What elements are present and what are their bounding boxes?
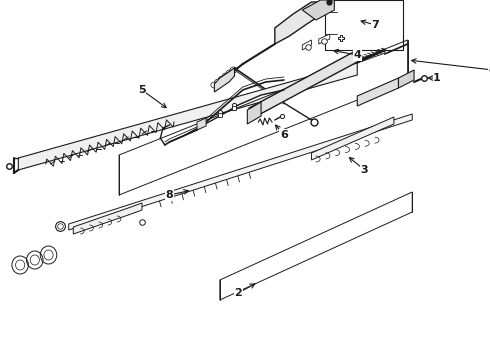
Bar <box>325 0 403 50</box>
Text: 5: 5 <box>138 85 146 95</box>
Text: 4: 4 <box>353 50 361 60</box>
Polygon shape <box>74 203 142 234</box>
Polygon shape <box>302 40 312 50</box>
Polygon shape <box>69 114 412 230</box>
Text: 3: 3 <box>361 165 368 175</box>
Text: 8: 8 <box>166 190 173 200</box>
Text: 6: 6 <box>280 130 288 140</box>
Polygon shape <box>398 70 414 88</box>
Polygon shape <box>357 78 398 106</box>
Text: 4: 4 <box>489 65 490 75</box>
Polygon shape <box>18 63 357 170</box>
Polygon shape <box>302 0 334 20</box>
Polygon shape <box>247 102 261 124</box>
Polygon shape <box>197 118 206 130</box>
Polygon shape <box>319 34 330 44</box>
Polygon shape <box>312 117 394 160</box>
Text: 1: 1 <box>433 73 441 83</box>
Text: 7: 7 <box>372 20 379 30</box>
Polygon shape <box>249 50 357 120</box>
Polygon shape <box>275 2 325 44</box>
Polygon shape <box>214 68 235 92</box>
Text: 2: 2 <box>234 288 242 298</box>
